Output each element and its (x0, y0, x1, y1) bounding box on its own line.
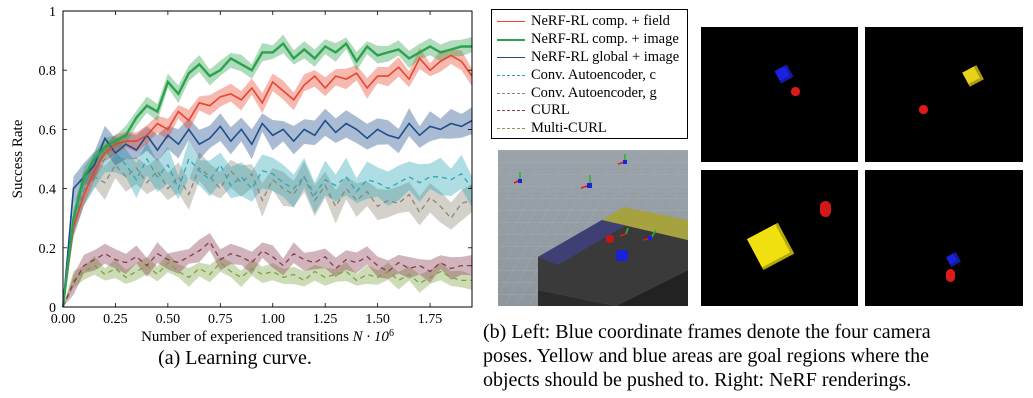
caption-b: (b) Left: Blue coordinate frames denote … (483, 320, 1029, 392)
legend-entry: NeRF-RL global + image (497, 49, 687, 67)
camera-frame-4 (642, 229, 657, 241)
band-nerf-rl-comp-field (63, 47, 472, 308)
x-tick-label: 0.00 (51, 312, 76, 327)
legend-swatch (497, 92, 525, 94)
band-conv-autoencoder-g (63, 152, 472, 307)
band-conv-autoencoder-c (63, 134, 472, 307)
legend-label: NeRF-RL global + image (531, 48, 680, 65)
y-tick-label: 0 (49, 301, 56, 316)
legend-entry: Multi-CURL (497, 120, 687, 138)
x-axis-label-text: Number of experienced transitions (141, 329, 353, 345)
x-axis-label: Number of experienced transitions N · 10… (141, 328, 394, 346)
y-axis-label: Success Rate (10, 119, 26, 198)
blue-cube (616, 250, 628, 261)
y-tick-label: 0.2 (39, 242, 57, 257)
#1a22e0-cube (774, 64, 794, 84)
camera-frames (513, 154, 657, 241)
axis-ticks: 0.00 0.25 0.50 0.75 1.00 1.25 1.50 1.75 0 0.2 0.4 0… (39, 5, 472, 327)
learning-curve-chart: 0.00 0.25 0.50 0.75 1.00 1.25 1.50 1.75 0 0.2 0.4 0… (10, 5, 473, 346)
y-tick-label: 0.8 (39, 64, 57, 79)
#e6d21a-cube (961, 64, 984, 87)
legend-label: Conv. Autoencoder, g (531, 84, 657, 101)
caption-b-line-3: objects should be pushed to. Right: NeRF… (483, 369, 912, 391)
band-multi-curl (63, 253, 472, 307)
x-tick-label: 0.75 (208, 312, 233, 327)
y-tick-label: 1 (49, 5, 56, 20)
yellow-goal-region (602, 207, 688, 240)
caption-a: (a) Learning curve. (158, 347, 312, 369)
#e01a1a-sphere (919, 105, 928, 114)
x-tick-label: 1.50 (365, 312, 390, 327)
caption-b-line-2: poses. Yellow and blue areas are goal re… (483, 345, 929, 367)
caption-b-line-1: (b) Left: Blue coordinate frames denote … (483, 321, 931, 343)
series-line-nerf-rl-comp-image (61, 41, 472, 308)
legend-swatch (497, 110, 525, 112)
#f0e010-cube (746, 222, 794, 270)
plot-frame (62, 10, 473, 308)
legend-label: CURL (531, 102, 570, 119)
rendering-bottom-left (701, 170, 858, 306)
#e01a1a-cylinder (945, 268, 956, 282)
table-side-left (538, 290, 616, 306)
series-line-conv-autoencoder-c (62, 152, 473, 308)
x-tick-label: 1.75 (418, 312, 443, 327)
legend-swatch (497, 128, 525, 130)
legend-entry: NeRF-RL comp. + image (497, 31, 687, 49)
table-side-right (616, 270, 688, 306)
legend-label: Multi-CURL (531, 120, 607, 137)
legend-entry: NeRF-RL comp. + field (497, 13, 687, 31)
series-line-curl (62, 240, 472, 308)
#1a22e0-cube (945, 252, 961, 268)
legend-label: Conv. Autoencoder, c (531, 66, 656, 83)
legend-swatch (497, 74, 525, 76)
legend-label: NeRF-RL comp. + image (531, 31, 679, 48)
legend-swatch (497, 38, 525, 41)
series-line-nerf-rl-global-image (62, 119, 473, 308)
#d41818-cylinder (819, 201, 831, 217)
legend-label: NeRF-RL comp. + field (531, 13, 670, 30)
y-tick-label: 0.6 (39, 123, 57, 138)
legend-swatch (497, 56, 525, 58)
camera-frame-3 (617, 154, 627, 165)
legend-entry: CURL (497, 102, 687, 120)
x-axis-label-exponent: 6 (389, 328, 394, 339)
x-tick-label: 0.50 (156, 312, 181, 327)
camera-frame-5 (619, 227, 629, 237)
band-curl (63, 233, 472, 307)
series-line-multi-curl (62, 261, 472, 308)
x-tick-label: 1.00 (260, 312, 285, 327)
x-tick-label: 0.25 (103, 312, 128, 327)
x-axis-label-math: N · 10 (352, 329, 390, 345)
x-tick-label: 1.25 (313, 312, 338, 327)
legend-swatch (497, 21, 525, 23)
legend-entry: Conv. Autoencoder, g (497, 84, 687, 102)
simulation-scene (498, 150, 688, 306)
blue-goal-region (538, 220, 626, 265)
rendering-top-right (865, 27, 1023, 162)
chart-legend: NeRF-RL comp. + field NeRF-RL comp. + ima… (491, 9, 688, 139)
rendering-bottom-right (865, 170, 1023, 306)
series-line-nerf-rl-comp-field (62, 54, 473, 308)
legend-entry: Conv. Autoencoder, c (497, 66, 687, 84)
camera-frame-1 (513, 172, 522, 184)
red-cylinder (606, 235, 614, 243)
#e01a1a-sphere (790, 87, 800, 97)
rendering-top-left (701, 27, 858, 162)
camera-frame-2 (580, 175, 592, 189)
series-lines (61, 41, 473, 308)
y-tick-label: 0.4 (39, 183, 57, 198)
